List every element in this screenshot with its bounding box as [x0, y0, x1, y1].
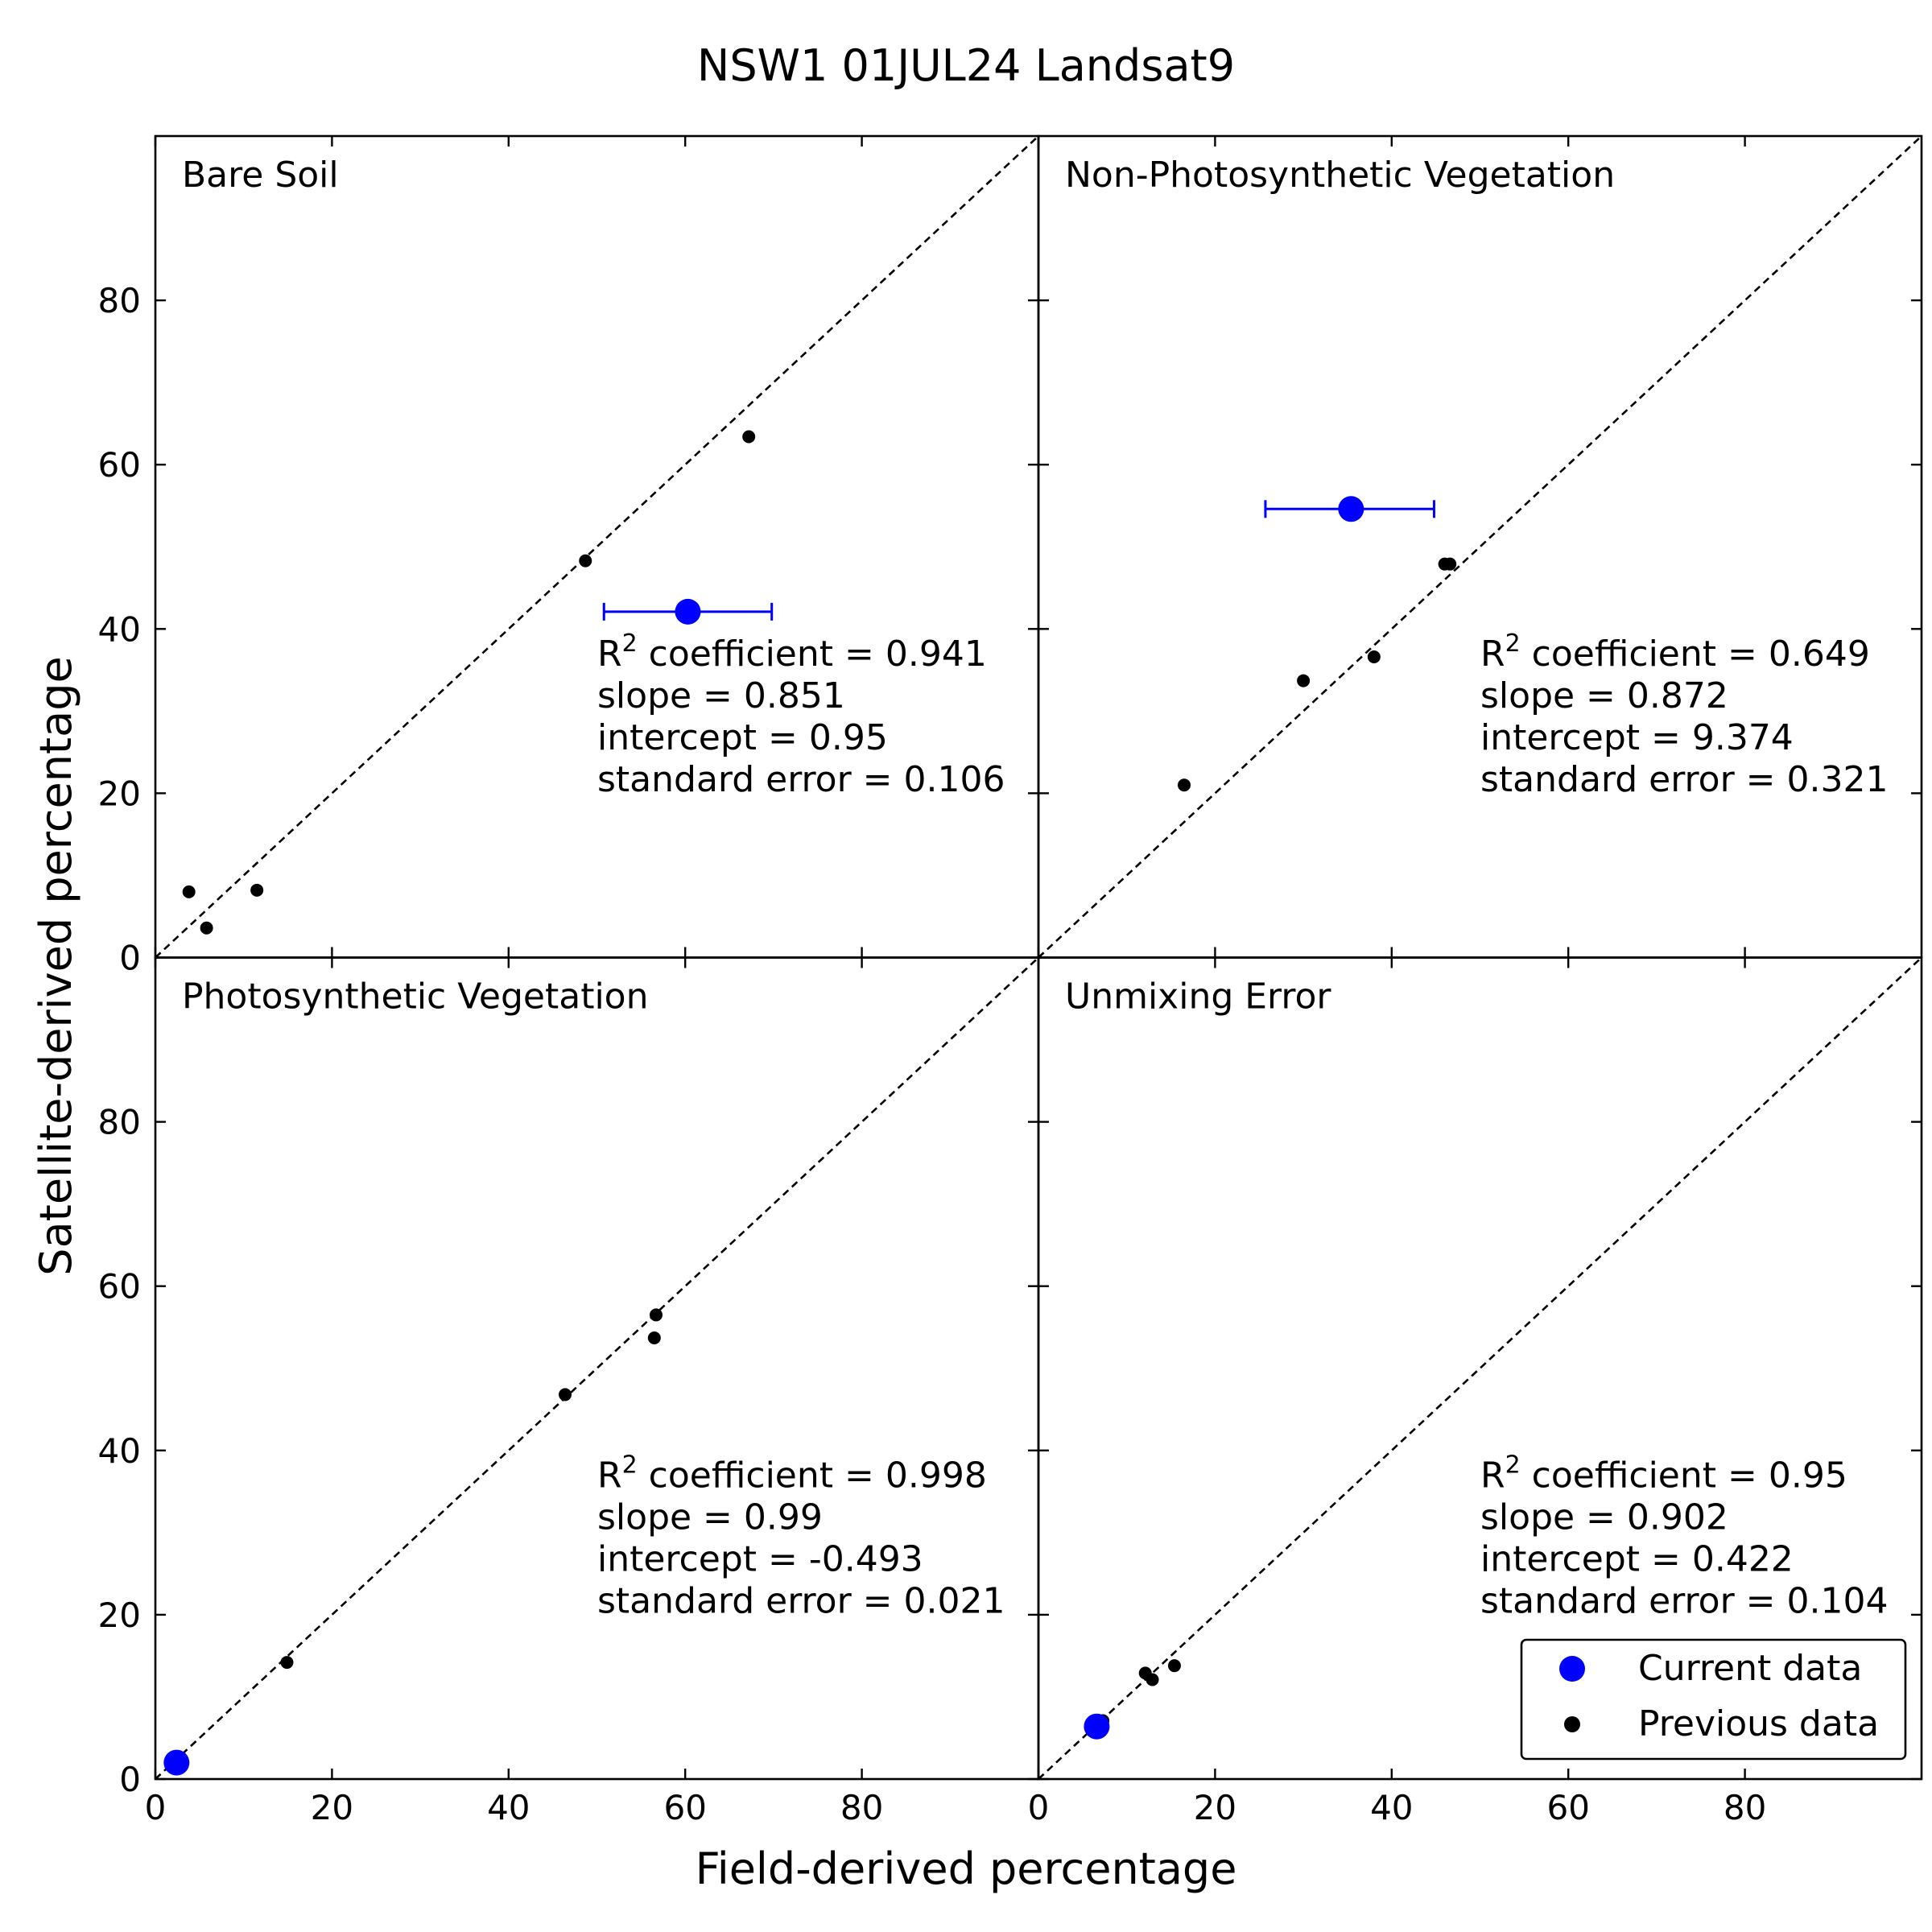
- identity-line: [155, 956, 1039, 1780]
- stat-r2: R2 coefficient = 0.941: [597, 630, 987, 675]
- panel-title: Bare Soil: [182, 155, 339, 196]
- x-tick-label: 40: [487, 1788, 530, 1827]
- previous-data-point: [1146, 1673, 1159, 1686]
- x-axis-label: Field-derived percentage: [696, 1843, 1237, 1894]
- panel-photosynthetic-vegetation: 0 20 40 60 80 0 20 40 60 80 Photosynthetic Vegetat…: [98, 956, 1040, 1827]
- previous-data-point: [1443, 557, 1457, 571]
- previous-data-point: [280, 1656, 294, 1670]
- previous-data-point: [559, 1388, 572, 1402]
- stat-intercept: intercept = 0.422: [1480, 1539, 1794, 1580]
- previous-data-point: [647, 1331, 661, 1344]
- previous-data-point: [1178, 778, 1191, 792]
- previous-data-point: [742, 430, 756, 444]
- stat-slope: slope = 0.851: [597, 675, 845, 716]
- figure-title: NSW1 01JUL24 Landsat9: [697, 40, 1235, 91]
- legend: Current data Previous data: [1520, 1638, 1907, 1761]
- stat-standard-error: standard error = 0.021: [597, 1581, 1005, 1622]
- x-tick-label: 40: [1370, 1788, 1413, 1827]
- identity-line: [1038, 956, 1922, 1780]
- current-data-point: [163, 1749, 190, 1776]
- x-tick-label: 80: [840, 1788, 883, 1827]
- y-tick-label: 20: [98, 774, 141, 813]
- stat-intercept: intercept = 9.374: [1480, 717, 1794, 758]
- stat-r2: R2 coefficient = 0.998: [597, 1451, 987, 1496]
- panels: 0 20 40 60 80 Bare Soil R2 coefficient = 0.941…: [98, 134, 1923, 1827]
- current-data-point: [1338, 496, 1364, 522]
- previous-data-point: [649, 1308, 663, 1322]
- y-tick-label: 0: [119, 939, 141, 978]
- stat-r2: R2 coefficient = 0.95: [1480, 1451, 1847, 1496]
- y-tick-label: 60: [98, 1267, 141, 1307]
- y-tick-label: 60: [98, 445, 141, 485]
- x-tick-label: 20: [311, 1788, 353, 1827]
- previous-data-point: [1367, 650, 1381, 663]
- identity-line: [155, 135, 1039, 959]
- y-tick-label: 40: [98, 1431, 141, 1471]
- x-tick-label: 80: [1724, 1788, 1766, 1827]
- y-tick-label: 20: [98, 1596, 141, 1635]
- stat-standard-error: standard error = 0.106: [597, 759, 1005, 800]
- previous-data-point: [1167, 1659, 1181, 1673]
- legend-current-label: Current data: [1638, 1648, 1862, 1689]
- panel-frame: [1037, 956, 1923, 1781]
- y-tick-label: 40: [98, 609, 141, 649]
- stat-standard-error: standard error = 0.321: [1480, 759, 1888, 800]
- legend-previous-marker: [1564, 1716, 1580, 1732]
- x-tick-label: 60: [1546, 1788, 1589, 1827]
- previous-data-point: [250, 883, 264, 897]
- y-tick-label: 80: [98, 281, 141, 320]
- previous-data-point: [182, 885, 196, 898]
- previous-data-point: [200, 921, 213, 935]
- panel-non-photosynthetic-vegetation: Non-Photosynthetic Vegetation R2 coeffici…: [1037, 134, 1923, 959]
- legend-current-marker: [1559, 1656, 1585, 1682]
- x-tick-label: 0: [145, 1788, 167, 1827]
- panel-title: Non-Photosynthetic Vegetation: [1065, 155, 1615, 196]
- stat-slope: slope = 0.902: [1480, 1497, 1728, 1538]
- legend-previous-label: Previous data: [1638, 1703, 1879, 1744]
- previous-data-point: [1297, 674, 1311, 687]
- stat-r2: R2 coefficient = 0.649: [1480, 630, 1870, 675]
- panel-bare-soil: 0 20 40 60 80 Bare Soil R2 coefficient = 0.941…: [98, 134, 1040, 978]
- y-tick-label: 80: [98, 1103, 141, 1142]
- y-axis-label: Satellite-derived percentage: [31, 656, 81, 1275]
- stat-intercept: intercept = 0.95: [597, 717, 888, 758]
- current-data-point: [675, 598, 701, 625]
- panel-title: Photosynthetic Vegetation: [182, 976, 648, 1018]
- x-tick-label: 60: [663, 1788, 706, 1827]
- panel-unmixing-error: 0 20 40 60 80 Unmixing Error R2 coefficient = …: [1028, 956, 1923, 1827]
- legend-frame: [1520, 1638, 1907, 1761]
- stat-intercept: intercept = -0.493: [597, 1539, 923, 1580]
- panel-title: Unmixing Error: [1065, 976, 1331, 1018]
- x-tick-label: 0: [1028, 1788, 1050, 1827]
- identity-line: [1038, 135, 1922, 959]
- y-tick-label: 0: [119, 1760, 141, 1799]
- stat-slope: slope = 0.99: [597, 1497, 823, 1538]
- stat-slope: slope = 0.872: [1480, 675, 1728, 716]
- stat-standard-error: standard error = 0.104: [1480, 1581, 1888, 1622]
- previous-data-point: [579, 554, 592, 568]
- x-tick-label: 20: [1194, 1788, 1236, 1827]
- current-data-point: [1084, 1713, 1110, 1740]
